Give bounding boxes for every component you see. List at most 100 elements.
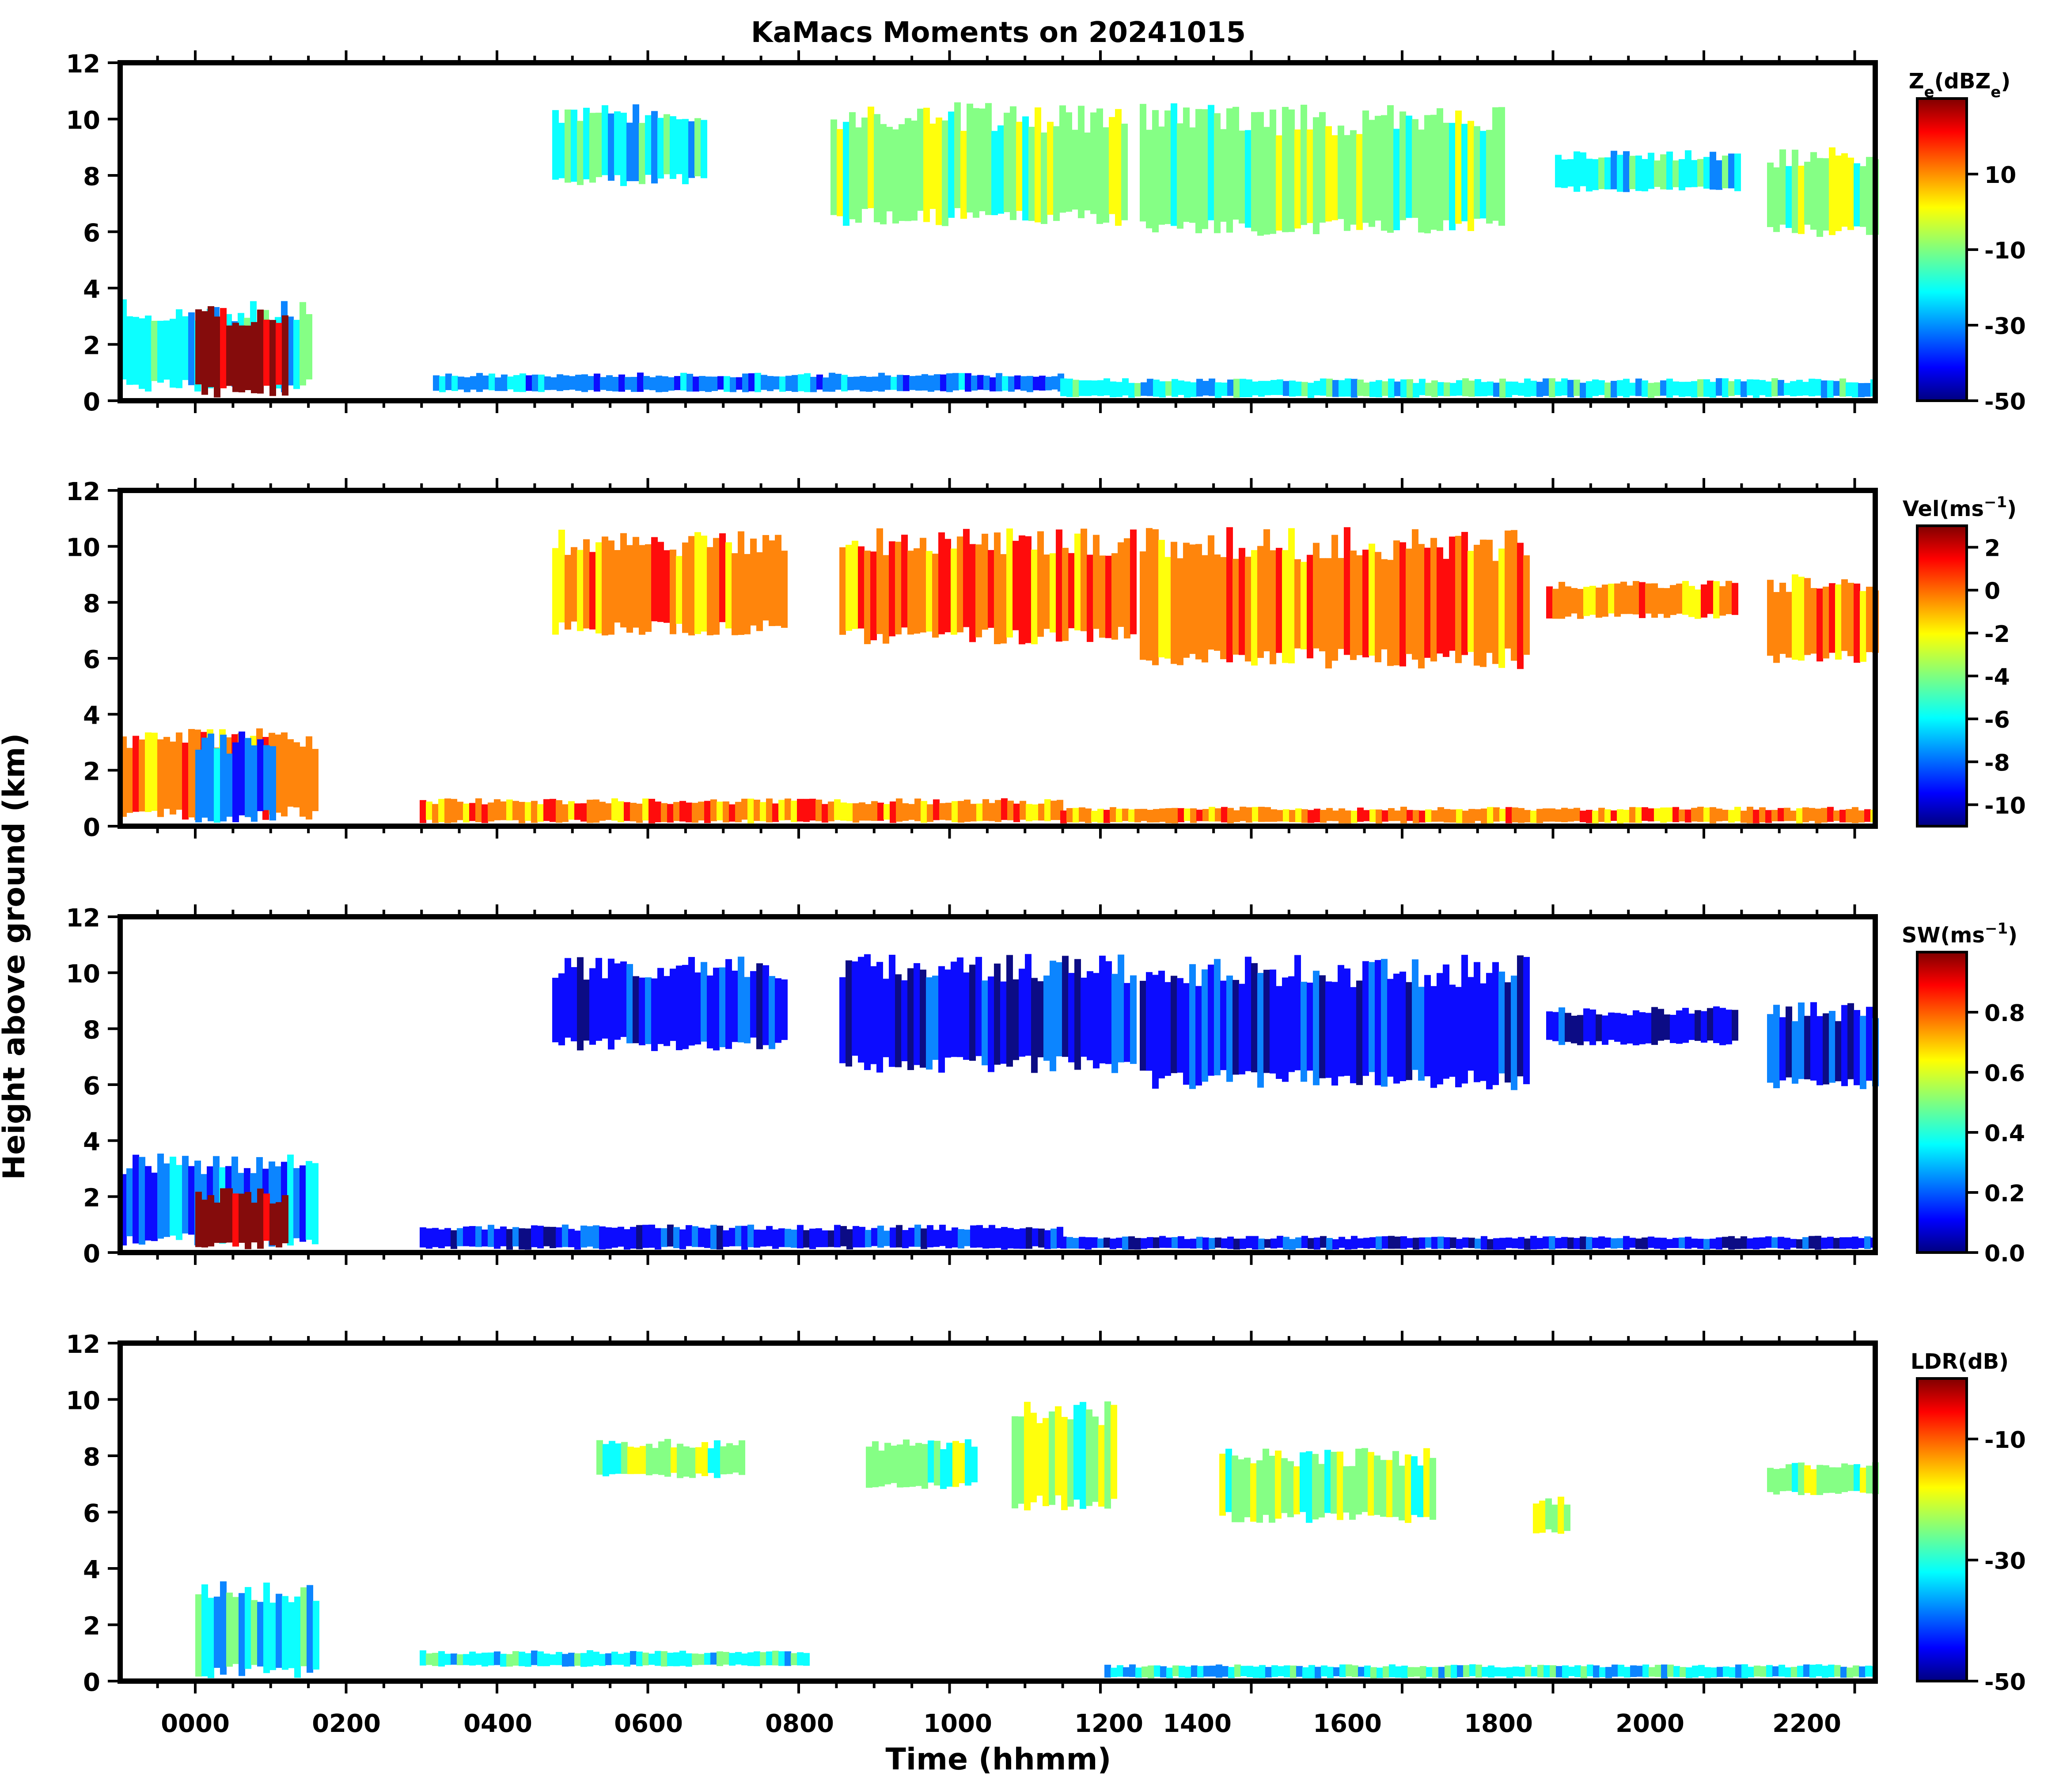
echo-column bbox=[1245, 557, 1251, 662]
echo-column bbox=[1275, 1450, 1282, 1519]
echo-column bbox=[1019, 968, 1025, 1057]
echo-column bbox=[1074, 533, 1081, 630]
echo-column bbox=[469, 1226, 476, 1247]
echo-column bbox=[1238, 1459, 1244, 1522]
echo-column bbox=[269, 746, 276, 821]
echo-column bbox=[1087, 554, 1093, 642]
echo-column bbox=[306, 736, 312, 820]
echo-column bbox=[1475, 379, 1481, 397]
echo-column bbox=[195, 1192, 202, 1247]
echo-column bbox=[568, 1229, 575, 1247]
echo-column bbox=[1463, 1665, 1470, 1677]
echo-column bbox=[1635, 156, 1642, 191]
echo-column bbox=[1785, 1667, 1791, 1678]
echo-column bbox=[1697, 159, 1704, 187]
echo-column bbox=[707, 975, 713, 1048]
echo-column bbox=[1586, 159, 1593, 192]
echo-column bbox=[1418, 987, 1425, 1081]
echo-column bbox=[673, 1652, 680, 1667]
echo-column bbox=[1598, 380, 1605, 395]
echo-column bbox=[1374, 1455, 1380, 1515]
echo-column bbox=[482, 804, 488, 823]
echo-column bbox=[1716, 1237, 1722, 1249]
echo-column bbox=[1258, 381, 1265, 397]
echo-column bbox=[1159, 381, 1166, 398]
echo-column bbox=[1251, 550, 1258, 666]
echo-column bbox=[1116, 382, 1123, 397]
echo-column bbox=[1580, 1236, 1586, 1249]
echo-column bbox=[1474, 962, 1480, 1082]
echo-column bbox=[1583, 587, 1590, 616]
echo-column bbox=[624, 1229, 630, 1250]
echo-column bbox=[1140, 551, 1146, 660]
echo-column bbox=[761, 375, 767, 390]
echo-column bbox=[1357, 1238, 1364, 1248]
echo-column bbox=[577, 121, 584, 185]
echo-column bbox=[1437, 382, 1444, 396]
echo-column bbox=[933, 799, 940, 820]
echo-column bbox=[651, 111, 658, 184]
echo-column bbox=[500, 801, 507, 820]
echo-column bbox=[595, 542, 602, 634]
echo-column bbox=[1468, 809, 1475, 824]
echo-column bbox=[909, 376, 916, 390]
echo-column bbox=[1581, 1666, 1587, 1678]
echo-column bbox=[676, 556, 683, 624]
echo-column bbox=[846, 803, 853, 821]
echo-column bbox=[1220, 129, 1227, 222]
echo-column bbox=[1209, 807, 1215, 822]
echo-column bbox=[760, 1230, 766, 1247]
echo-column bbox=[1093, 535, 1100, 629]
echo-column bbox=[1141, 1666, 1148, 1678]
echo-column bbox=[163, 1163, 170, 1237]
echo-column bbox=[506, 1654, 513, 1667]
echo-column bbox=[1645, 1013, 1652, 1044]
echo-column bbox=[1356, 134, 1363, 230]
echo-column bbox=[608, 958, 614, 1050]
y-tick-label: 12 bbox=[66, 478, 100, 506]
echo-column bbox=[1562, 1665, 1569, 1678]
echo-column bbox=[1130, 529, 1137, 634]
echo-column bbox=[1115, 109, 1122, 226]
echo-column bbox=[1797, 1666, 1804, 1677]
echo-column bbox=[1295, 808, 1302, 823]
echo-column bbox=[1493, 1238, 1500, 1250]
echo-column bbox=[1081, 977, 1087, 1057]
echo-column bbox=[756, 963, 763, 1049]
echo-column bbox=[1586, 809, 1593, 823]
echo-column bbox=[735, 801, 742, 823]
echo-column bbox=[1134, 809, 1141, 823]
echo-column bbox=[723, 801, 729, 823]
echo-column bbox=[1710, 1667, 1717, 1678]
echo-column bbox=[1376, 809, 1382, 824]
echo-column bbox=[1511, 530, 1517, 661]
echo-column bbox=[905, 118, 911, 221]
echo-column bbox=[735, 1652, 742, 1665]
echo-column bbox=[624, 802, 630, 821]
echo-column bbox=[1177, 123, 1183, 229]
echo-column bbox=[1116, 809, 1123, 823]
echo-column bbox=[626, 545, 633, 633]
echo-column bbox=[682, 119, 689, 184]
echo-column bbox=[133, 736, 139, 812]
echo-column bbox=[1431, 1237, 1438, 1249]
echo-column bbox=[781, 551, 788, 628]
echo-column bbox=[688, 121, 695, 178]
echo-column bbox=[1530, 810, 1537, 823]
echo-column bbox=[1790, 381, 1797, 397]
echo-column bbox=[1462, 810, 1469, 824]
echo-column bbox=[626, 122, 633, 182]
echo-column bbox=[157, 1153, 164, 1239]
echo-column bbox=[1226, 108, 1233, 233]
echo-column bbox=[1543, 1665, 1550, 1678]
echo-column bbox=[1587, 1664, 1593, 1677]
echo-column bbox=[1815, 1236, 1821, 1250]
echo-column bbox=[176, 1165, 182, 1240]
echo-column bbox=[871, 1228, 878, 1246]
echo-column bbox=[792, 375, 798, 392]
echo-column bbox=[1289, 1239, 1296, 1250]
echo-column bbox=[1000, 554, 1007, 644]
echo-column bbox=[1111, 974, 1118, 1073]
echo-column bbox=[1574, 151, 1580, 192]
echo-column bbox=[1202, 969, 1208, 1082]
